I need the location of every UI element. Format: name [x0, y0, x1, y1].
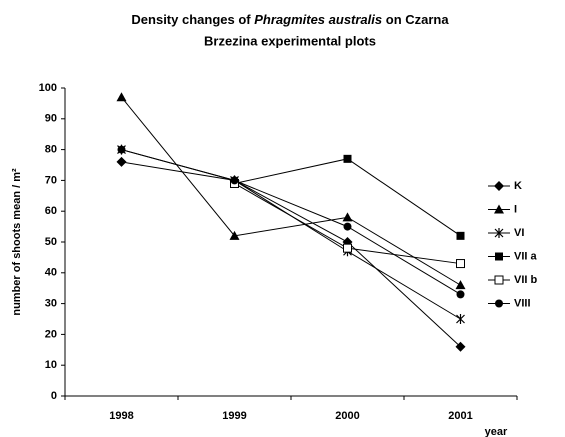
- x-tick-label: 1998: [109, 410, 133, 422]
- marker: [343, 222, 352, 231]
- marker: [494, 181, 504, 191]
- y-axis-label: number of shoots mean / m²: [11, 168, 23, 316]
- title-part: on Czarna: [386, 12, 450, 27]
- marker: [495, 252, 503, 261]
- marker: [455, 280, 466, 290]
- series-line: [121, 149, 461, 295]
- y-tick-label: 40: [45, 267, 57, 279]
- series-line: [121, 149, 461, 320]
- marker: [343, 154, 352, 163]
- legend-label: I: [514, 203, 517, 215]
- marker: [456, 259, 465, 269]
- y-tick-label: 90: [45, 113, 57, 125]
- marker: [494, 228, 504, 238]
- chart-title: Brzezina experimental plots: [204, 33, 376, 48]
- series-line: [121, 96, 461, 286]
- y-tick-label: 10: [45, 359, 57, 371]
- marker: [494, 204, 504, 214]
- legend-label: VI: [514, 227, 524, 239]
- marker: [343, 243, 352, 253]
- marker: [229, 230, 240, 240]
- x-tick-label: 2001: [448, 410, 472, 422]
- y-tick-label: 30: [45, 298, 57, 310]
- legend-label: K: [514, 180, 522, 192]
- marker: [456, 290, 465, 299]
- legend-label: VII b: [514, 274, 538, 286]
- marker: [455, 341, 466, 352]
- series-line: [121, 161, 461, 348]
- y-tick-label: 80: [45, 144, 57, 156]
- marker: [494, 275, 504, 285]
- y-tick-label: 70: [45, 174, 57, 186]
- title-part: Density changes of: [131, 12, 251, 27]
- chart-title: Density changes of Phragmites australis …: [131, 12, 449, 27]
- marker: [116, 92, 127, 102]
- x-tick-label: 1999: [222, 410, 246, 422]
- y-tick-label: 0: [51, 390, 57, 402]
- x-axis-label: year: [485, 426, 508, 437]
- marker: [456, 314, 465, 324]
- legend-label: VIII: [514, 297, 531, 309]
- marker: [456, 231, 465, 240]
- y-tick-label: 100: [39, 82, 57, 94]
- legend-label: VII a: [514, 250, 538, 262]
- marker: [495, 299, 503, 308]
- x-tick-label: 2000: [335, 410, 359, 422]
- marker: [116, 156, 127, 167]
- title-part: Phragmites australis: [254, 12, 382, 27]
- marker: [117, 145, 126, 154]
- y-tick-label: 20: [45, 328, 57, 340]
- marker: [230, 176, 239, 185]
- y-tick-label: 60: [45, 205, 57, 217]
- marker: [342, 212, 353, 222]
- y-tick-label: 50: [45, 236, 57, 248]
